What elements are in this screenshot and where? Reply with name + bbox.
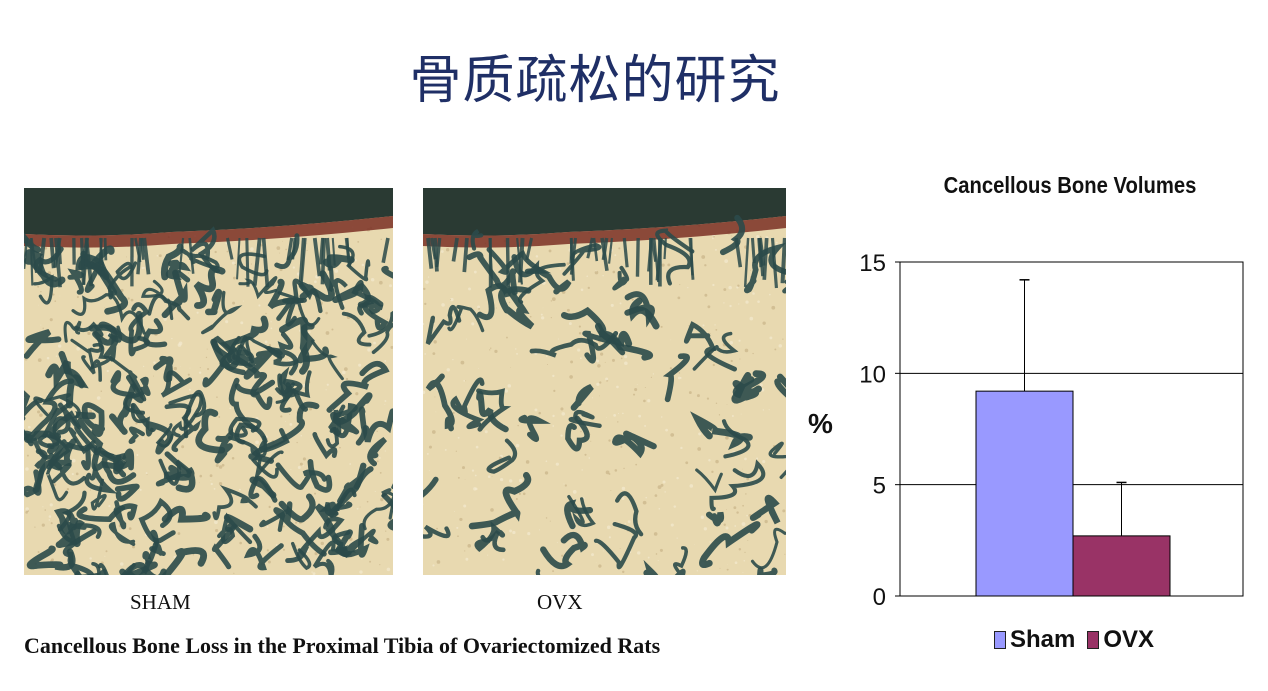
legend-swatch-sham — [994, 631, 1006, 649]
legend-item-ovx: OVX — [1087, 626, 1154, 654]
legend-item-sham: Sham — [994, 626, 1075, 654]
legend-swatch-ovx — [1087, 631, 1100, 649]
legend-label-sham: Sham — [1010, 626, 1076, 653]
bar-ovx — [1072, 535, 1171, 597]
ovx-micrograph — [423, 188, 786, 575]
figure-caption: Cancellous Bone Loss in the Proximal Tib… — [24, 633, 661, 658]
chart-title: Cancellous Bone Volumes — [943, 172, 1197, 198]
sham-micrograph — [24, 188, 393, 575]
chart-legend: Sham OVX — [994, 626, 1160, 654]
bar-sham — [975, 390, 1074, 597]
bar-chart: 0 5 10 15 — [859, 250, 1244, 610]
y-tick-label-10: 10 — [859, 361, 886, 388]
y-tick-label-15: 15 — [859, 250, 886, 277]
legend-label-ovx: OVX — [1103, 626, 1155, 653]
y-axis-unit: % — [808, 408, 833, 439]
y-tick-label-0: 0 — [873, 584, 886, 610]
ovx-image-label: OVX — [537, 590, 583, 614]
slide-title: 骨质疏松的研究 — [409, 51, 781, 111]
sham-image-label: SHAM — [130, 590, 191, 614]
y-tick-label-5: 5 — [873, 473, 886, 500]
